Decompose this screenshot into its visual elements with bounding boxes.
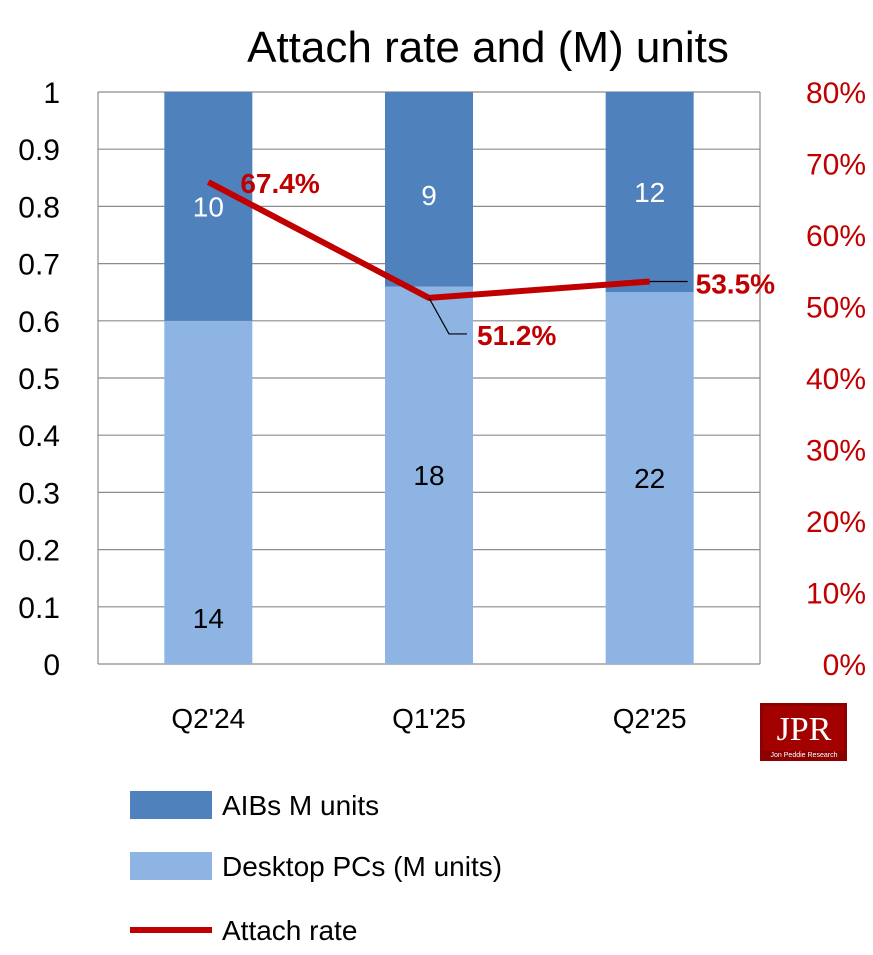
bar-label-aibs: 10 — [193, 191, 224, 222]
x-axis-labels: Q2'24 Q1'25 Q2'25 — [171, 703, 686, 734]
legend-label: AIBs M units — [222, 790, 379, 821]
logo-inner — [763, 706, 844, 751]
y-tick-label: 1 — [43, 77, 60, 110]
y-tick-label: 0.7 — [18, 249, 60, 282]
y-tick-label: 0.5 — [18, 363, 60, 396]
bar-label-desktop-pcs: 14 — [193, 603, 224, 634]
logo-subtitle: Jon Peddie Research — [771, 752, 838, 759]
y-tick-label: 0.1 — [18, 592, 60, 625]
bar-label-aibs: 12 — [634, 177, 665, 208]
legend-item-attach-rate: Attach rate — [130, 915, 357, 946]
legend-label: Desktop PCs (M units) — [222, 851, 502, 882]
attach-rate-label: 51.2% — [477, 320, 556, 351]
bar-aibs — [164, 92, 253, 321]
left-axis: 0 0.1 0.2 0.3 0.4 0.5 0.6 0.7 0.8 0.9 1 — [18, 77, 60, 682]
leader-line — [428, 297, 467, 335]
legend: AIBs M units Desktop PCs (M units) Attach … — [130, 790, 502, 946]
jpr-logo: JPR Jon Peddie Research — [760, 703, 847, 761]
legend-item-aibs: AIBs M units — [130, 790, 379, 821]
y2-tick-label: 70% — [806, 149, 866, 182]
y-tick-label: 0.4 — [18, 420, 60, 453]
bar-aibs — [385, 92, 473, 287]
bar-desktop-pcs — [164, 320, 253, 664]
y2-tick-label: 10% — [806, 578, 866, 611]
bars: 14 10 18 9 22 12 — [164, 92, 694, 664]
bar-desktop-pcs — [385, 286, 473, 664]
y2-tick-label: 30% — [806, 435, 866, 468]
attach-rate-label: 67.4% — [240, 168, 319, 199]
chart-title: Attach rate and (M) units — [247, 23, 729, 72]
bar-label-desktop-pcs: 18 — [413, 460, 444, 491]
y2-tick-label: 80% — [806, 77, 866, 110]
bar-label-aibs: 9 — [421, 180, 437, 211]
legend-label: Attach rate — [222, 915, 357, 946]
x-tick-label: Q2'24 — [171, 703, 245, 734]
x-tick-label: Q2'25 — [613, 703, 687, 734]
bar-label-desktop-pcs: 22 — [634, 463, 665, 494]
y-tick-label: 0.8 — [18, 191, 60, 224]
logo-text: JPR — [777, 711, 832, 748]
attach-rate-line-group: 67.4% 51.2% 53.5% — [206, 168, 775, 351]
y-tick-label: 0.6 — [18, 306, 60, 339]
y2-tick-label: 20% — [806, 506, 866, 539]
y2-tick-label: 60% — [806, 220, 866, 253]
x-tick-label: Q1'25 — [392, 703, 466, 734]
y-tick-label: 0.9 — [18, 134, 60, 167]
bar-desktop-pcs — [605, 292, 694, 664]
y-tick-label: 0 — [43, 649, 60, 682]
legend-swatch — [130, 852, 212, 880]
right-axis: 0% 10% 20% 30% 40% 50% 60% 70% 80% — [806, 77, 866, 682]
y2-tick-label: 0% — [823, 649, 866, 682]
bar-aibs — [605, 92, 694, 293]
attach-rate-label: 53.5% — [696, 268, 775, 299]
legend-swatch — [130, 791, 212, 819]
legend-item-desktop-pcs: Desktop PCs (M units) — [130, 851, 502, 882]
y2-tick-label: 40% — [806, 363, 866, 396]
y-tick-label: 0.2 — [18, 535, 60, 568]
y-tick-label: 0.3 — [18, 477, 60, 510]
y2-tick-label: 50% — [806, 292, 866, 325]
